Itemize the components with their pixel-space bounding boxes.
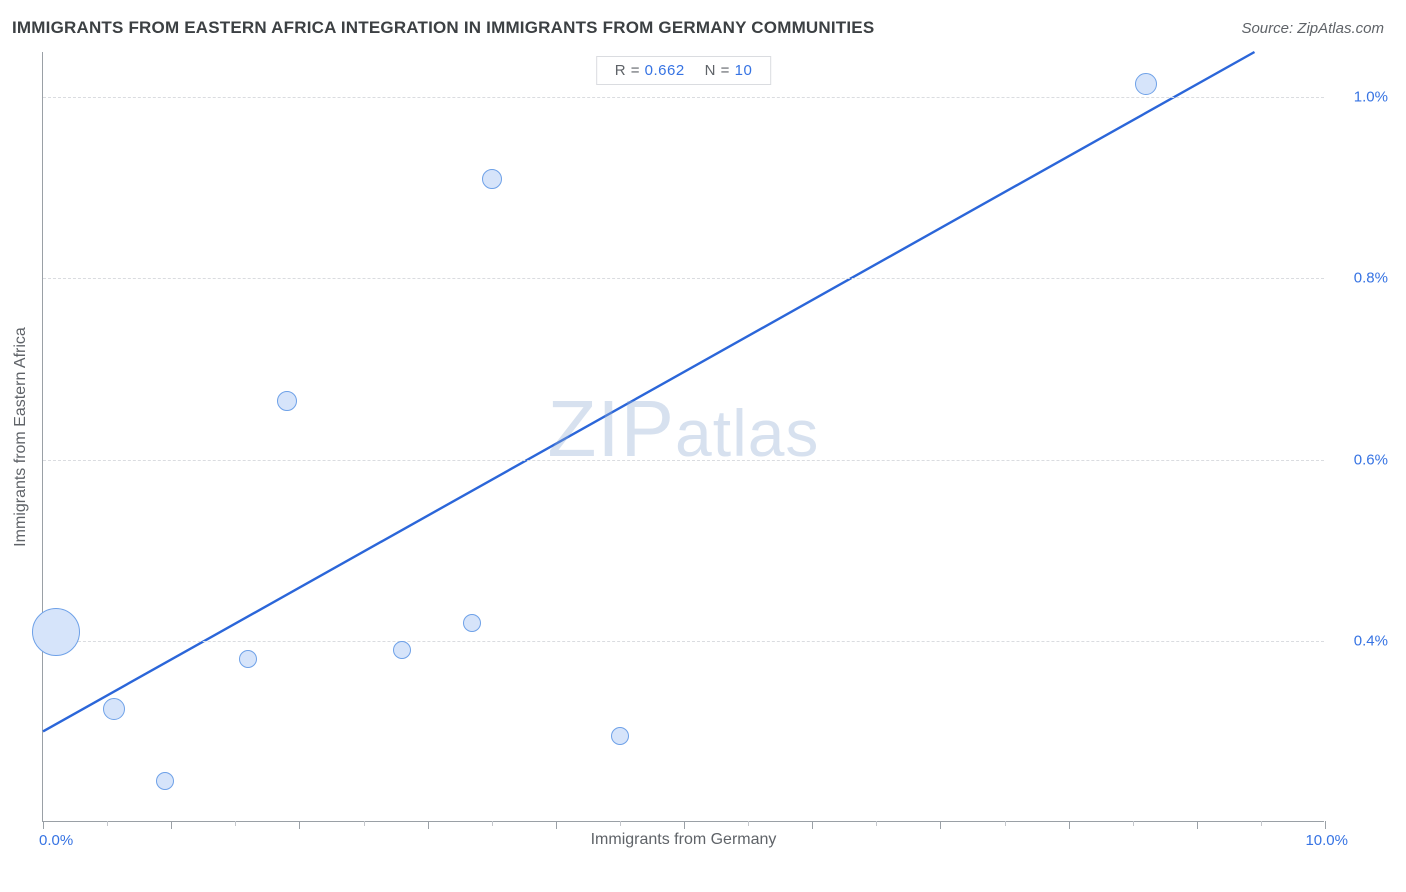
scatter-point bbox=[463, 614, 481, 632]
r-stat: R = 0.662 bbox=[615, 62, 685, 79]
grid-line bbox=[43, 460, 1324, 461]
n-label: N = bbox=[705, 62, 730, 79]
scatter-point bbox=[1135, 73, 1157, 95]
chart-title: IMMIGRANTS FROM EASTERN AFRICA INTEGRATI… bbox=[12, 18, 874, 38]
x-axis-max-label: 10.0% bbox=[1305, 832, 1348, 849]
y-tick-label: 1.0% bbox=[1354, 89, 1388, 106]
n-value: 10 bbox=[735, 62, 753, 79]
y-tick-label: 0.4% bbox=[1354, 632, 1388, 649]
x-tick-minor bbox=[107, 821, 108, 826]
trend-line bbox=[43, 52, 1254, 731]
x-tick-major bbox=[1197, 821, 1198, 829]
watermark: ZIPatlas bbox=[548, 383, 820, 475]
x-tick-minor bbox=[748, 821, 749, 826]
x-tick-major bbox=[1325, 821, 1326, 829]
x-tick-major bbox=[171, 821, 172, 829]
source-attribution: Source: ZipAtlas.com bbox=[1241, 20, 1384, 37]
trend-line-layer bbox=[43, 52, 343, 202]
y-tick-label: 0.6% bbox=[1354, 451, 1388, 468]
x-axis-min-label: 0.0% bbox=[39, 832, 73, 849]
scatter-point bbox=[482, 169, 502, 189]
x-tick-major bbox=[428, 821, 429, 829]
x-tick-major bbox=[1069, 821, 1070, 829]
r-label: R = bbox=[615, 62, 640, 79]
stats-box: R = 0.662 N = 10 bbox=[596, 56, 772, 85]
x-tick-minor bbox=[364, 821, 365, 826]
scatter-point bbox=[32, 608, 80, 656]
x-tick-major bbox=[684, 821, 685, 829]
scatter-point bbox=[277, 391, 297, 411]
grid-line bbox=[43, 641, 1324, 642]
r-value: 0.662 bbox=[645, 62, 685, 79]
x-tick-major bbox=[43, 821, 44, 829]
scatter-point bbox=[103, 698, 125, 720]
scatter-point bbox=[393, 641, 411, 659]
x-tick-major bbox=[940, 821, 941, 829]
x-tick-major bbox=[812, 821, 813, 829]
y-tick-label: 0.8% bbox=[1354, 270, 1388, 287]
plot-area: R = 0.662 N = 10 ZIPatlas Immigrants fro… bbox=[42, 52, 1324, 822]
x-tick-minor bbox=[1261, 821, 1262, 826]
x-tick-minor bbox=[1133, 821, 1134, 826]
grid-line bbox=[43, 97, 1324, 98]
x-tick-major bbox=[556, 821, 557, 829]
x-tick-minor bbox=[876, 821, 877, 826]
x-tick-minor bbox=[492, 821, 493, 826]
grid-line bbox=[43, 278, 1324, 279]
x-tick-minor bbox=[235, 821, 236, 826]
n-stat: N = 10 bbox=[705, 62, 753, 79]
y-axis-title: Immigrants from Eastern Africa bbox=[12, 327, 30, 547]
x-axis-title: Immigrants from Germany bbox=[591, 831, 777, 849]
scatter-point bbox=[611, 727, 629, 745]
x-tick-minor bbox=[620, 821, 621, 826]
scatter-point bbox=[239, 650, 257, 668]
x-tick-major bbox=[299, 821, 300, 829]
chart-container: IMMIGRANTS FROM EASTERN AFRICA INTEGRATI… bbox=[0, 0, 1406, 892]
x-tick-minor bbox=[1005, 821, 1006, 826]
scatter-point bbox=[156, 772, 174, 790]
